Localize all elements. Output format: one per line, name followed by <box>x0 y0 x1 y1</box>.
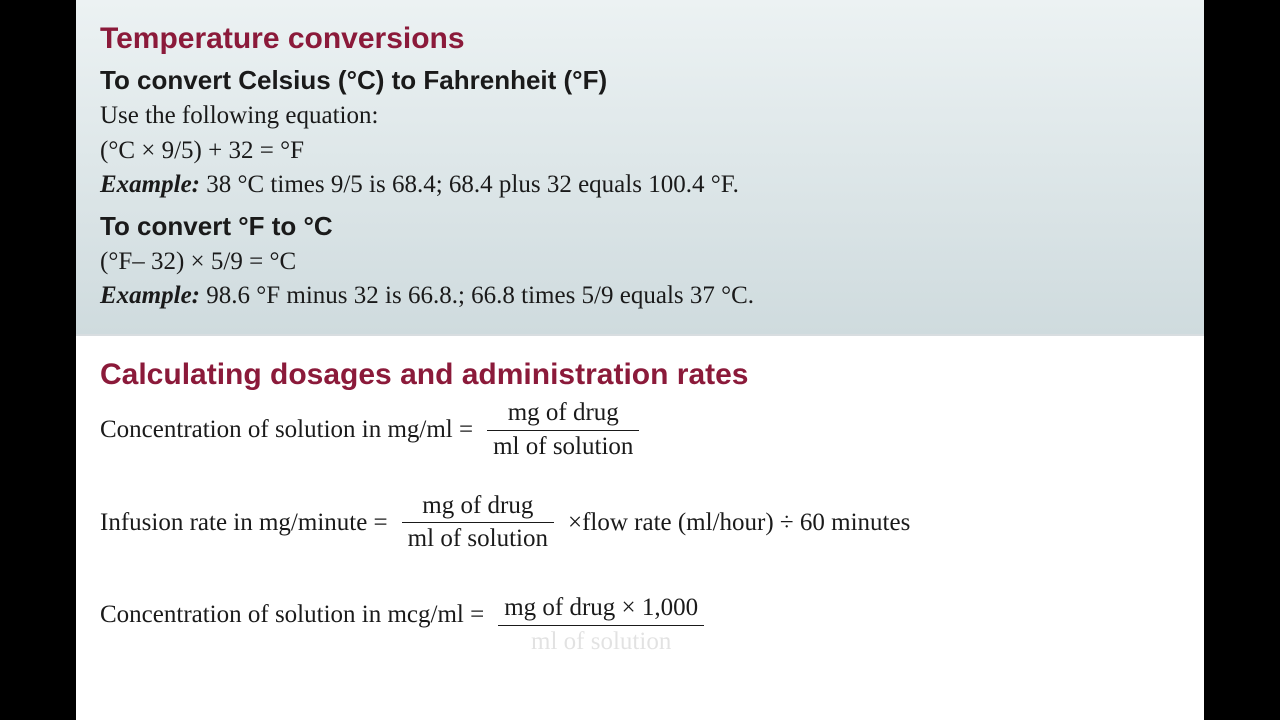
formula-lhs: Concentration of solution in mg/ml = <box>100 413 473 448</box>
formula-infusion-rate: Infusion rate in mg/minute = mg of drug … <box>100 492 1180 555</box>
subheading-c-to-f: To convert Celsius (°C) to Fahrenheit (°… <box>100 63 1180 99</box>
example-f-to-c: Example: 98.6 °F minus 32 is 66.8.; 66.8… <box>100 279 1180 314</box>
fraction: mg of drug × 1,000 ml of solution <box>498 594 704 657</box>
subheading-f-to-c: To convert °F to °C <box>100 209 1180 245</box>
example-label: Example: <box>100 171 200 198</box>
formula-lhs: Concentration of solution in mcg/ml = <box>100 598 484 633</box>
example-text: 38 °C times 9/5 is 68.4; 68.4 plus 32 eq… <box>200 171 739 198</box>
formula-concentration-mcgml: Concentration of solution in mcg/ml = mg… <box>100 584 1180 647</box>
fraction-numerator: mg of drug <box>416 492 539 523</box>
section-dosages: Calculating dosages and administration r… <box>76 334 1204 657</box>
equation-c-to-f: (°C × 9/5) + 32 = °F <box>100 134 1180 169</box>
fraction-denominator-cut: ml of solution <box>525 626 677 657</box>
formula-concentration-mgml: Concentration of solution in mg/ml = mg … <box>100 399 1180 462</box>
text-use-equation: Use the following equation: <box>100 99 1180 134</box>
example-c-to-f: Example: 38 °C times 9/5 is 68.4; 68.4 p… <box>100 168 1180 203</box>
fraction-numerator: mg of drug × 1,000 <box>498 594 704 625</box>
fraction: mg of drug ml of solution <box>402 492 554 555</box>
formula-lhs: Infusion rate in mg/minute = <box>100 506 388 541</box>
formula-tail: ×flow rate (ml/hour) ÷ 60 minutes <box>568 506 910 541</box>
example-label: Example: <box>100 282 200 309</box>
section-temperature-conversions: Temperature conversions To convert Celsi… <box>76 0 1204 334</box>
example-text: 98.6 °F minus 32 is 66.8.; 66.8 times 5/… <box>200 282 754 309</box>
fraction: mg of drug ml of solution <box>487 399 639 462</box>
heading-temperature: Temperature conversions <box>100 18 1180 59</box>
fraction-numerator: mg of drug <box>502 399 625 430</box>
heading-dosages: Calculating dosages and administration r… <box>100 354 1180 395</box>
fraction-denominator: ml of solution <box>402 523 554 554</box>
fraction-denominator: ml of solution <box>487 431 639 462</box>
document-page: Temperature conversions To convert Celsi… <box>76 0 1204 720</box>
equation-f-to-c: (°F– 32) × 5/9 = °C <box>100 245 1180 280</box>
